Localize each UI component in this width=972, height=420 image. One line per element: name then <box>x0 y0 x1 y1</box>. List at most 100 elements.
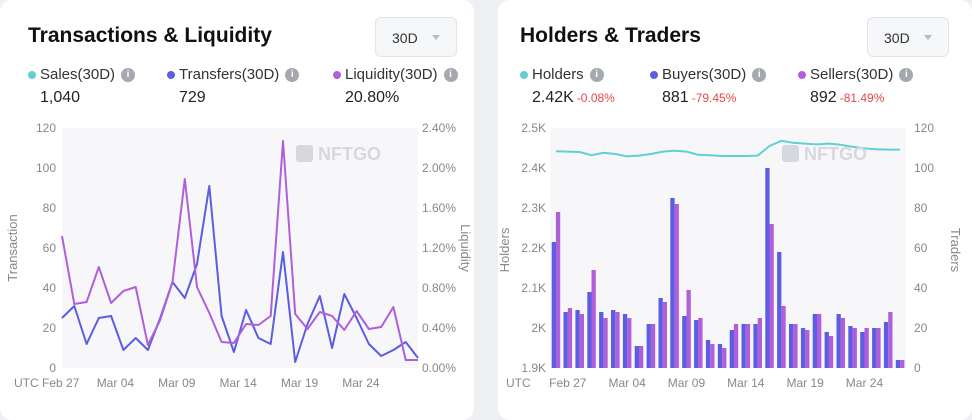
info-icon[interactable]: i <box>899 67 914 82</box>
sellers-bar <box>733 324 739 368</box>
sellers-bar <box>852 328 857 368</box>
y-tick-label: 100 <box>36 161 56 175</box>
sellers-bar <box>722 348 727 368</box>
info-icon[interactable]: i <box>752 67 767 82</box>
buyers-bar <box>563 312 568 368</box>
y-tick-label: 40 <box>43 281 57 295</box>
legend-value: 881 <box>662 89 689 106</box>
x-tick-label: UTC Feb 27 <box>14 376 80 390</box>
buyers-bar <box>622 314 628 368</box>
buyers-bar <box>883 322 889 368</box>
buyers-bar <box>682 316 687 368</box>
transactions-chart[interactable]: 0 20 40 60 80 100 120 0.00% 0.40% 0.80% 1.20% 1.60%… <box>0 0 474 420</box>
y-tick-label: 120 <box>36 121 56 135</box>
legend-transfers[interactable]: Transfers(30D) i 729 <box>167 66 300 107</box>
x-tick-label: Mar 14 <box>219 376 257 390</box>
legend-label: Buyers(30D) <box>662 66 747 83</box>
buyers-dot-icon <box>650 70 658 79</box>
buyers-bar <box>587 292 592 368</box>
x-tick-label: Mar 24 <box>342 376 380 390</box>
x-tick-label: Mar 24 <box>846 376 884 390</box>
sellers-bar <box>781 306 786 368</box>
buyers-bar <box>777 252 782 368</box>
info-icon[interactable]: i <box>121 67 136 82</box>
plot-area <box>550 128 906 368</box>
buyers-bar <box>658 298 663 368</box>
info-icon[interactable]: i <box>443 67 458 82</box>
y2-tick-label: 0.80% <box>422 281 456 295</box>
x-tick-label: Mar 09 <box>158 376 196 390</box>
y2-tick-label: 40 <box>914 281 928 295</box>
sellers-bar <box>757 318 762 368</box>
sellers-bar <box>698 318 703 368</box>
legend-sellers[interactable]: Sellers(30D) i 892 -81.49% <box>798 66 914 107</box>
y-tick-label: 60 <box>43 241 57 255</box>
range-select-value: 30D <box>884 30 910 46</box>
legend-value: 20.80% <box>345 89 400 106</box>
chevron-down-icon <box>924 35 932 40</box>
range-select[interactable]: 30D <box>375 17 457 57</box>
y-axis-label: Transaction <box>5 214 20 281</box>
sellers-bar <box>828 336 834 368</box>
x-tick-label: Mar 19 <box>786 376 824 390</box>
legend-buyers[interactable]: Buyers(30D) i 881 -79.45% <box>650 66 767 107</box>
sellers-bar <box>674 204 679 368</box>
sellers-bar <box>840 318 845 368</box>
legend-sales[interactable]: Sales(30D) i 1,040 <box>28 66 136 107</box>
sellers-bar <box>864 328 869 368</box>
y-tick-label: 2.5K <box>521 121 546 135</box>
sellers-bar <box>686 290 691 368</box>
sellers-bar <box>650 324 656 368</box>
y-tick-label: 2.4K <box>521 161 546 175</box>
sales-dot-icon <box>28 70 36 79</box>
holders-line <box>555 139 901 158</box>
y2-tick-label: 60 <box>914 241 928 255</box>
sellers-bar <box>615 312 620 368</box>
y2-tick-label: 2.00% <box>422 161 456 175</box>
info-icon[interactable]: i <box>589 67 604 82</box>
legend-label: Holders <box>532 66 584 83</box>
buyers-bar <box>860 332 865 368</box>
sellers-bar <box>888 312 893 368</box>
buyers-bar <box>741 324 746 368</box>
sellers-bar <box>710 344 715 368</box>
sellers-bar <box>817 314 822 368</box>
y-tick-label: 2.3K <box>521 201 546 215</box>
y2-tick-label: 2.40% <box>422 121 456 135</box>
legend-liquidity[interactable]: Liquidity(30D) i 20.80% <box>333 66 458 107</box>
watermark-text: NFTGO <box>804 144 867 164</box>
sellers-bar <box>745 324 751 368</box>
legend-change: -79.45% <box>691 91 737 105</box>
sellers-bar <box>603 318 608 368</box>
legend-value: 1,040 <box>40 89 81 106</box>
buyers-bar <box>717 344 723 368</box>
info-icon[interactable]: i <box>285 67 300 82</box>
buyers-bar <box>575 310 580 368</box>
series-line <box>61 140 418 361</box>
panel-title: Transactions & Liquidity <box>28 24 272 47</box>
buyers-bar <box>872 328 877 368</box>
range-select-value: 30D <box>392 30 418 46</box>
legend-holders[interactable]: Holders i 2.42K -0.08% <box>520 66 615 107</box>
buyers-bar <box>848 326 853 368</box>
watermark-logo-icon <box>296 145 313 162</box>
panel-title: Holders & Traders <box>520 24 701 47</box>
buyers-bar <box>694 320 699 368</box>
holders-chart[interactable]: 1.9K 2K 2.1K 2.2K 2.3K 2.4K 2.5K 0 20 40 60 80 100 12… <box>498 0 972 420</box>
y-tick-label: 80 <box>43 201 57 215</box>
watermark-logo-icon <box>782 145 799 162</box>
buyers-bar <box>611 310 616 368</box>
y2-tick-label: 0.40% <box>422 321 456 335</box>
legend-label: Liquidity(30D) <box>345 66 438 83</box>
sellers-bar <box>567 308 573 368</box>
buyers-bar <box>551 242 556 368</box>
buyers-bar <box>800 328 806 368</box>
buyers-bar <box>646 324 651 368</box>
y-tick-label: 1.9K <box>521 361 546 375</box>
legend-label: Sellers(30D) <box>810 66 894 83</box>
legend-value: 892 <box>810 89 837 106</box>
buyers-bar <box>765 168 770 368</box>
buyers-bar <box>634 346 639 368</box>
range-select[interactable]: 30D <box>867 17 949 57</box>
sellers-bar <box>591 270 596 368</box>
